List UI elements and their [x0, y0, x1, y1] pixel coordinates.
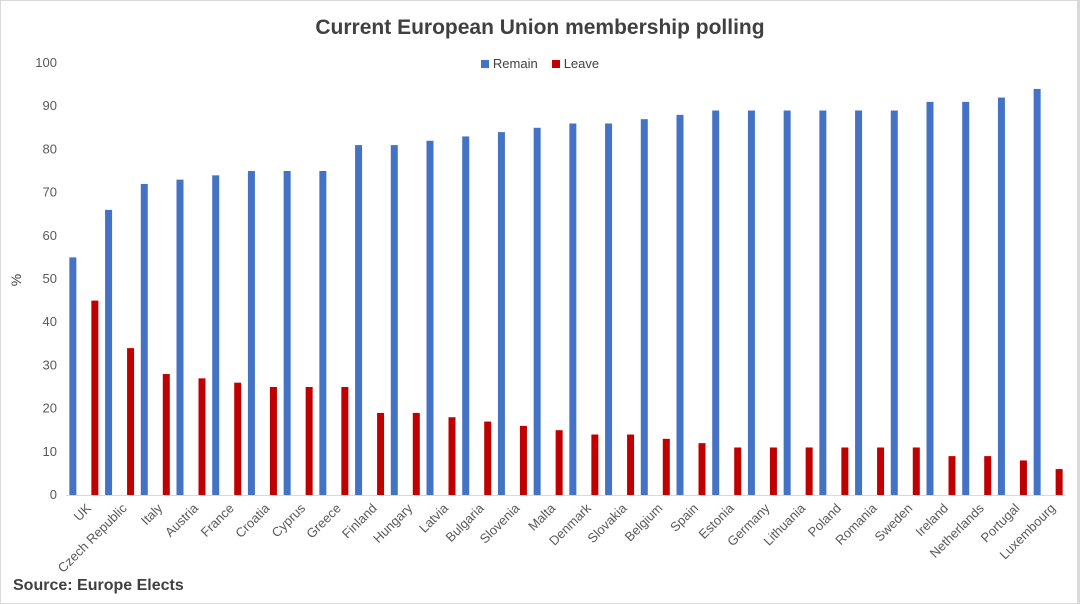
bar-leave-croatia — [269, 387, 277, 495]
bar-remain-austria — [176, 179, 184, 495]
x-tick-label: Italy — [138, 500, 166, 528]
bar-remain-hungary — [390, 145, 398, 495]
chart-legend: Remain Leave — [0, 56, 1080, 71]
bar-leave-portugal — [1019, 460, 1027, 495]
x-tick-label: Slovenia — [477, 500, 523, 546]
bar-remain-poland — [819, 110, 827, 496]
bar-leave-latvia — [448, 417, 456, 495]
bar-leave-sweden — [912, 447, 920, 495]
bar-remain-italy — [140, 183, 148, 495]
y-tick-label: 70 — [43, 185, 57, 200]
x-tick-label: Greece — [303, 501, 344, 542]
x-tick-label: Austria — [162, 500, 202, 540]
bar-leave-spain — [698, 443, 706, 495]
bar-remain-denmark — [569, 123, 577, 495]
bar-leave-bulgaria — [484, 421, 492, 495]
bar-leave-germany — [769, 447, 777, 495]
y-tick-label: 100 — [35, 55, 57, 70]
bar-leave-romania — [877, 447, 885, 495]
bar-leave-slovenia — [519, 425, 527, 495]
bar-remain-romania — [855, 110, 863, 496]
y-tick-label: 50 — [43, 271, 57, 286]
bar-leave-lithuania — [805, 447, 813, 495]
y-tick-label: 90 — [43, 98, 57, 113]
bar-leave-estonia — [734, 447, 742, 495]
x-tick-label: Belgium — [622, 501, 666, 545]
bar-leave-poland — [841, 447, 849, 495]
bar-leave-uk — [91, 300, 99, 495]
y-tick-label: 60 — [43, 228, 57, 243]
x-tick-label: Croatia — [232, 500, 273, 541]
y-tick-label: 40 — [43, 314, 57, 329]
bar-remain-greece — [319, 171, 327, 495]
bar-remain-finland — [355, 145, 363, 495]
bar-remain-cyprus — [283, 171, 291, 495]
bar-leave-malta — [555, 430, 563, 495]
bar-leave-austria — [198, 378, 206, 495]
x-tick-label: Cyprus — [269, 500, 309, 540]
bar-remain-malta — [533, 127, 541, 496]
bar-leave-italy — [162, 374, 170, 495]
bar-leave-netherlands — [984, 456, 992, 495]
bar-remain-uk — [69, 257, 77, 495]
x-tick-label: Malta — [525, 500, 559, 534]
chart-title: Current European Union membership pollin… — [315, 16, 765, 39]
bar-remain-slovenia — [497, 132, 505, 495]
bar-remain-france — [212, 175, 220, 495]
bar-leave-hungary — [412, 412, 420, 495]
bar-remain-portugal — [997, 97, 1005, 495]
bar-leave-czech-republic — [127, 348, 135, 495]
bar-remain-sweden — [890, 110, 898, 496]
bar-remain-spain — [676, 114, 684, 495]
source-note: Source: Europe Elects — [13, 577, 184, 594]
x-tick-label: Hungary — [370, 500, 416, 546]
bar-remain-croatia — [247, 171, 255, 495]
bar-leave-luxembourg — [1055, 469, 1063, 495]
legend-item-remain: Remain — [480, 56, 538, 71]
bar-leave-france — [234, 382, 242, 495]
bar-leave-ireland — [948, 456, 956, 495]
bar-leave-belgium — [662, 438, 670, 495]
x-tick-label: UK — [71, 500, 95, 524]
bar-remain-belgium — [640, 119, 648, 495]
y-tick-label: 80 — [43, 141, 57, 156]
y-tick-label: 10 — [43, 444, 57, 459]
bar-remain-czech-republic — [105, 209, 113, 495]
y-tick-label: 0 — [50, 487, 57, 502]
legend-item-leave: Leave — [551, 56, 600, 71]
bar-remain-netherlands — [962, 101, 970, 495]
bar-remain-germany — [747, 110, 755, 496]
bar-leave-greece — [341, 387, 349, 495]
bar-remain-slovakia — [605, 123, 613, 495]
bar-remain-ireland — [926, 101, 934, 495]
bar-leave-slovakia — [627, 434, 635, 495]
legend-swatch-leave — [551, 59, 560, 68]
y-tick-label: 30 — [43, 357, 57, 372]
bar-remain-bulgaria — [462, 136, 470, 495]
bar-remain-estonia — [712, 110, 720, 496]
bar-remain-latvia — [426, 140, 434, 495]
bar-leave-finland — [377, 412, 385, 495]
y-tick-label: 20 — [43, 401, 57, 416]
x-tick-label: France — [198, 501, 237, 540]
legend-swatch-remain — [480, 59, 489, 68]
x-tick-label: Slovakia — [584, 500, 630, 546]
legend-label-leave: Leave — [563, 56, 600, 71]
x-tick-label: Sweden — [872, 501, 916, 545]
bar-remain-lithuania — [783, 110, 791, 496]
bar-remain-luxembourg — [1033, 88, 1041, 496]
bar-leave-denmark — [591, 434, 599, 495]
bar-leave-cyprus — [305, 387, 313, 495]
legend-label-remain: Remain — [492, 56, 538, 71]
